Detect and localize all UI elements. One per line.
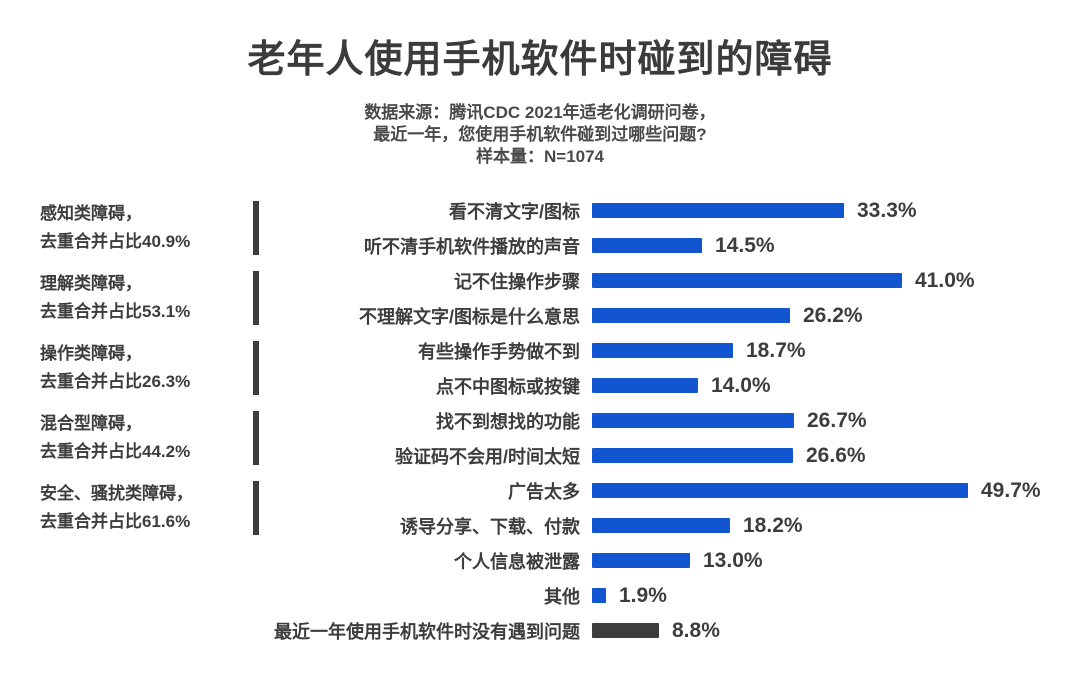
bar-value: 1.9% [619,583,667,607]
bar-value: 26.7% [807,408,867,432]
bar-label: 最近一年使用手机软件时没有遇到问题 [274,621,580,642]
subtitle-line-1: 数据来源：腾讯CDC 2021年适老化调研问卷， [364,103,716,122]
bar-row: 诱导分享、下载、付款 18.2% [0,508,1080,543]
bar-label: 验证码不会用/时间太短 [395,446,580,467]
bar-row: 其他 1.9% [0,578,1080,613]
bar-value: 18.2% [743,513,803,537]
bar-row: 个人信息被泄露 13.0% [0,543,1080,578]
bar-label: 看不清文字/图标 [448,201,580,222]
bar-value: 14.5% [715,233,775,257]
bar-row: 最近一年使用手机软件时没有遇到问题 8.8% [0,613,1080,648]
bar-row: 不理解文字/图标是什么意思 26.2% [0,298,1080,333]
bar-row: 看不清文字/图标 33.3% [0,193,1080,228]
group-label-line1: 混合型障碍， [40,414,142,433]
group-label-line2: 去重合并占比44.2% [40,442,191,461]
group-separator [253,411,259,465]
bar-value: 14.0% [711,373,771,397]
bar-label: 不理解文字/图标是什么意思 [359,306,580,327]
bar-value: 33.3% [857,198,917,222]
group-label-line1: 理解类障碍， [40,274,142,293]
bar-label: 个人信息被泄露 [454,551,580,572]
group-separator [253,201,259,255]
group-label-line1: 操作类障碍， [40,344,142,363]
group-label-perception: 感知类障碍， 去重合并占比40.9% [40,200,245,256]
bar-label: 听不清手机软件播放的声音 [364,236,580,257]
bar-label: 有些操作手势做不到 [418,341,580,362]
bar [592,378,698,393]
bar-value: 18.7% [746,338,806,362]
bar [592,343,733,358]
bar [592,553,690,568]
bar-value: 49.7% [981,478,1041,502]
bar-row: 找不到想找的功能 26.7% [0,403,1080,438]
bar-label: 点不中图标或按键 [436,376,580,397]
bar-row: 验证码不会用/时间太短 26.6% [0,438,1080,473]
bar-chart: 看不清文字/图标 33.3% 听不清手机软件播放的声音 14.5% 记不住操作步… [0,193,1080,648]
bar [592,518,730,533]
bar-value: 41.0% [915,268,975,292]
group-label-line1: 安全、骚扰类障碍， [40,484,193,503]
bar-row: 听不清手机软件播放的声音 14.5% [0,228,1080,263]
bar-label: 记不住操作步骤 [454,271,580,292]
bar-label: 其他 [544,586,580,607]
group-label-operation: 操作类障碍， 去重合并占比26.3% [40,340,245,396]
bar-value: 26.2% [803,303,863,327]
group-label-mixed: 混合型障碍， 去重合并占比44.2% [40,410,245,466]
bar-label: 诱导分享、下载、付款 [400,516,580,537]
group-label-line1: 感知类障碍， [40,204,142,223]
bar-value: 26.6% [806,443,866,467]
bar [592,203,844,218]
chart-title: 老年人使用手机软件时碰到的障碍 [247,39,833,81]
subtitle-line-2: 最近一年，您使用手机软件碰到过哪些问题? [373,125,707,144]
subtitle-line-3: 样本量：N=1074 [475,147,605,166]
chart-subtitle: 数据来源：腾讯CDC 2021年适老化调研问卷， 最近一年，您使用手机软件碰到过… [0,102,1080,168]
bar-value: 13.0% [703,548,763,572]
bar [592,483,968,498]
group-separator [253,341,259,395]
bar-label: 找不到想找的功能 [436,411,580,432]
group-label-security: 安全、骚扰类障碍， 去重合并占比61.6% [40,480,245,536]
bar-row: 有些操作手势做不到 18.7% [0,333,1080,368]
group-label-line2: 去重合并占比53.1% [40,302,191,321]
bar [592,413,794,428]
bar [592,308,790,323]
bar-row: 点不中图标或按键 14.0% [0,368,1080,403]
bar-row: 广告太多 49.7% [0,473,1080,508]
bar [592,238,702,253]
group-label-comprehension: 理解类障碍， 去重合并占比53.1% [40,270,245,326]
bar [592,273,902,288]
group-label-line2: 去重合并占比40.9% [40,232,191,251]
bar-row: 记不住操作步骤 41.0% [0,263,1080,298]
group-label-line2: 去重合并占比61.6% [40,512,191,531]
group-label-line2: 去重合并占比26.3% [40,372,191,391]
group-separator [253,481,259,535]
group-separator [253,271,259,325]
bar [592,448,793,463]
bar-value: 8.8% [672,618,720,642]
bar [592,623,659,638]
bar-label: 广告太多 [508,481,580,502]
bar [592,588,606,603]
